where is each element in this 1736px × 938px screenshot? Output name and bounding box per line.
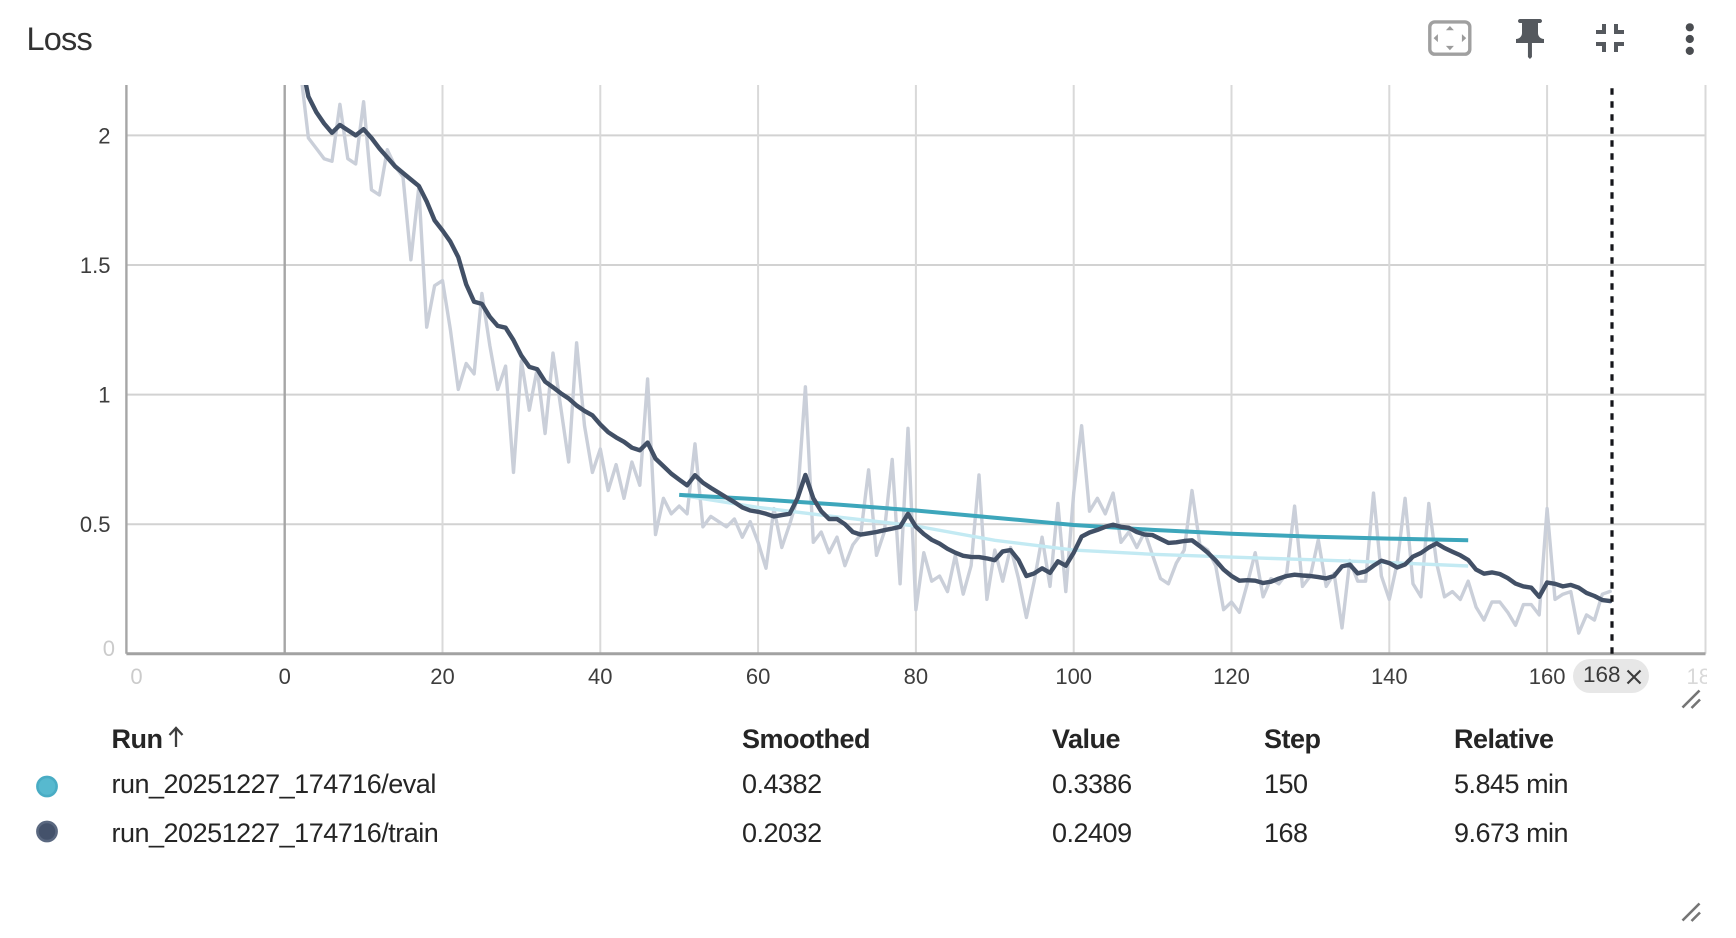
svg-text:20: 20	[430, 664, 454, 689]
svg-text:140: 140	[1371, 664, 1408, 689]
svg-text:160: 160	[1529, 664, 1566, 689]
svg-text:1: 1	[98, 383, 110, 408]
svg-text:1.5: 1.5	[80, 253, 111, 278]
svg-text:80: 80	[904, 664, 928, 689]
svg-text:0.5: 0.5	[80, 512, 111, 537]
svg-text:0: 0	[103, 636, 115, 661]
svg-text:60: 60	[746, 664, 770, 689]
svg-text:0: 0	[279, 664, 291, 689]
svg-text:40: 40	[588, 664, 612, 689]
svg-text:120: 120	[1213, 664, 1250, 689]
svg-text:2: 2	[98, 123, 110, 148]
svg-text:100: 100	[1055, 664, 1092, 689]
svg-text:0: 0	[130, 664, 142, 689]
svg-text:180: 180	[1687, 664, 1724, 689]
